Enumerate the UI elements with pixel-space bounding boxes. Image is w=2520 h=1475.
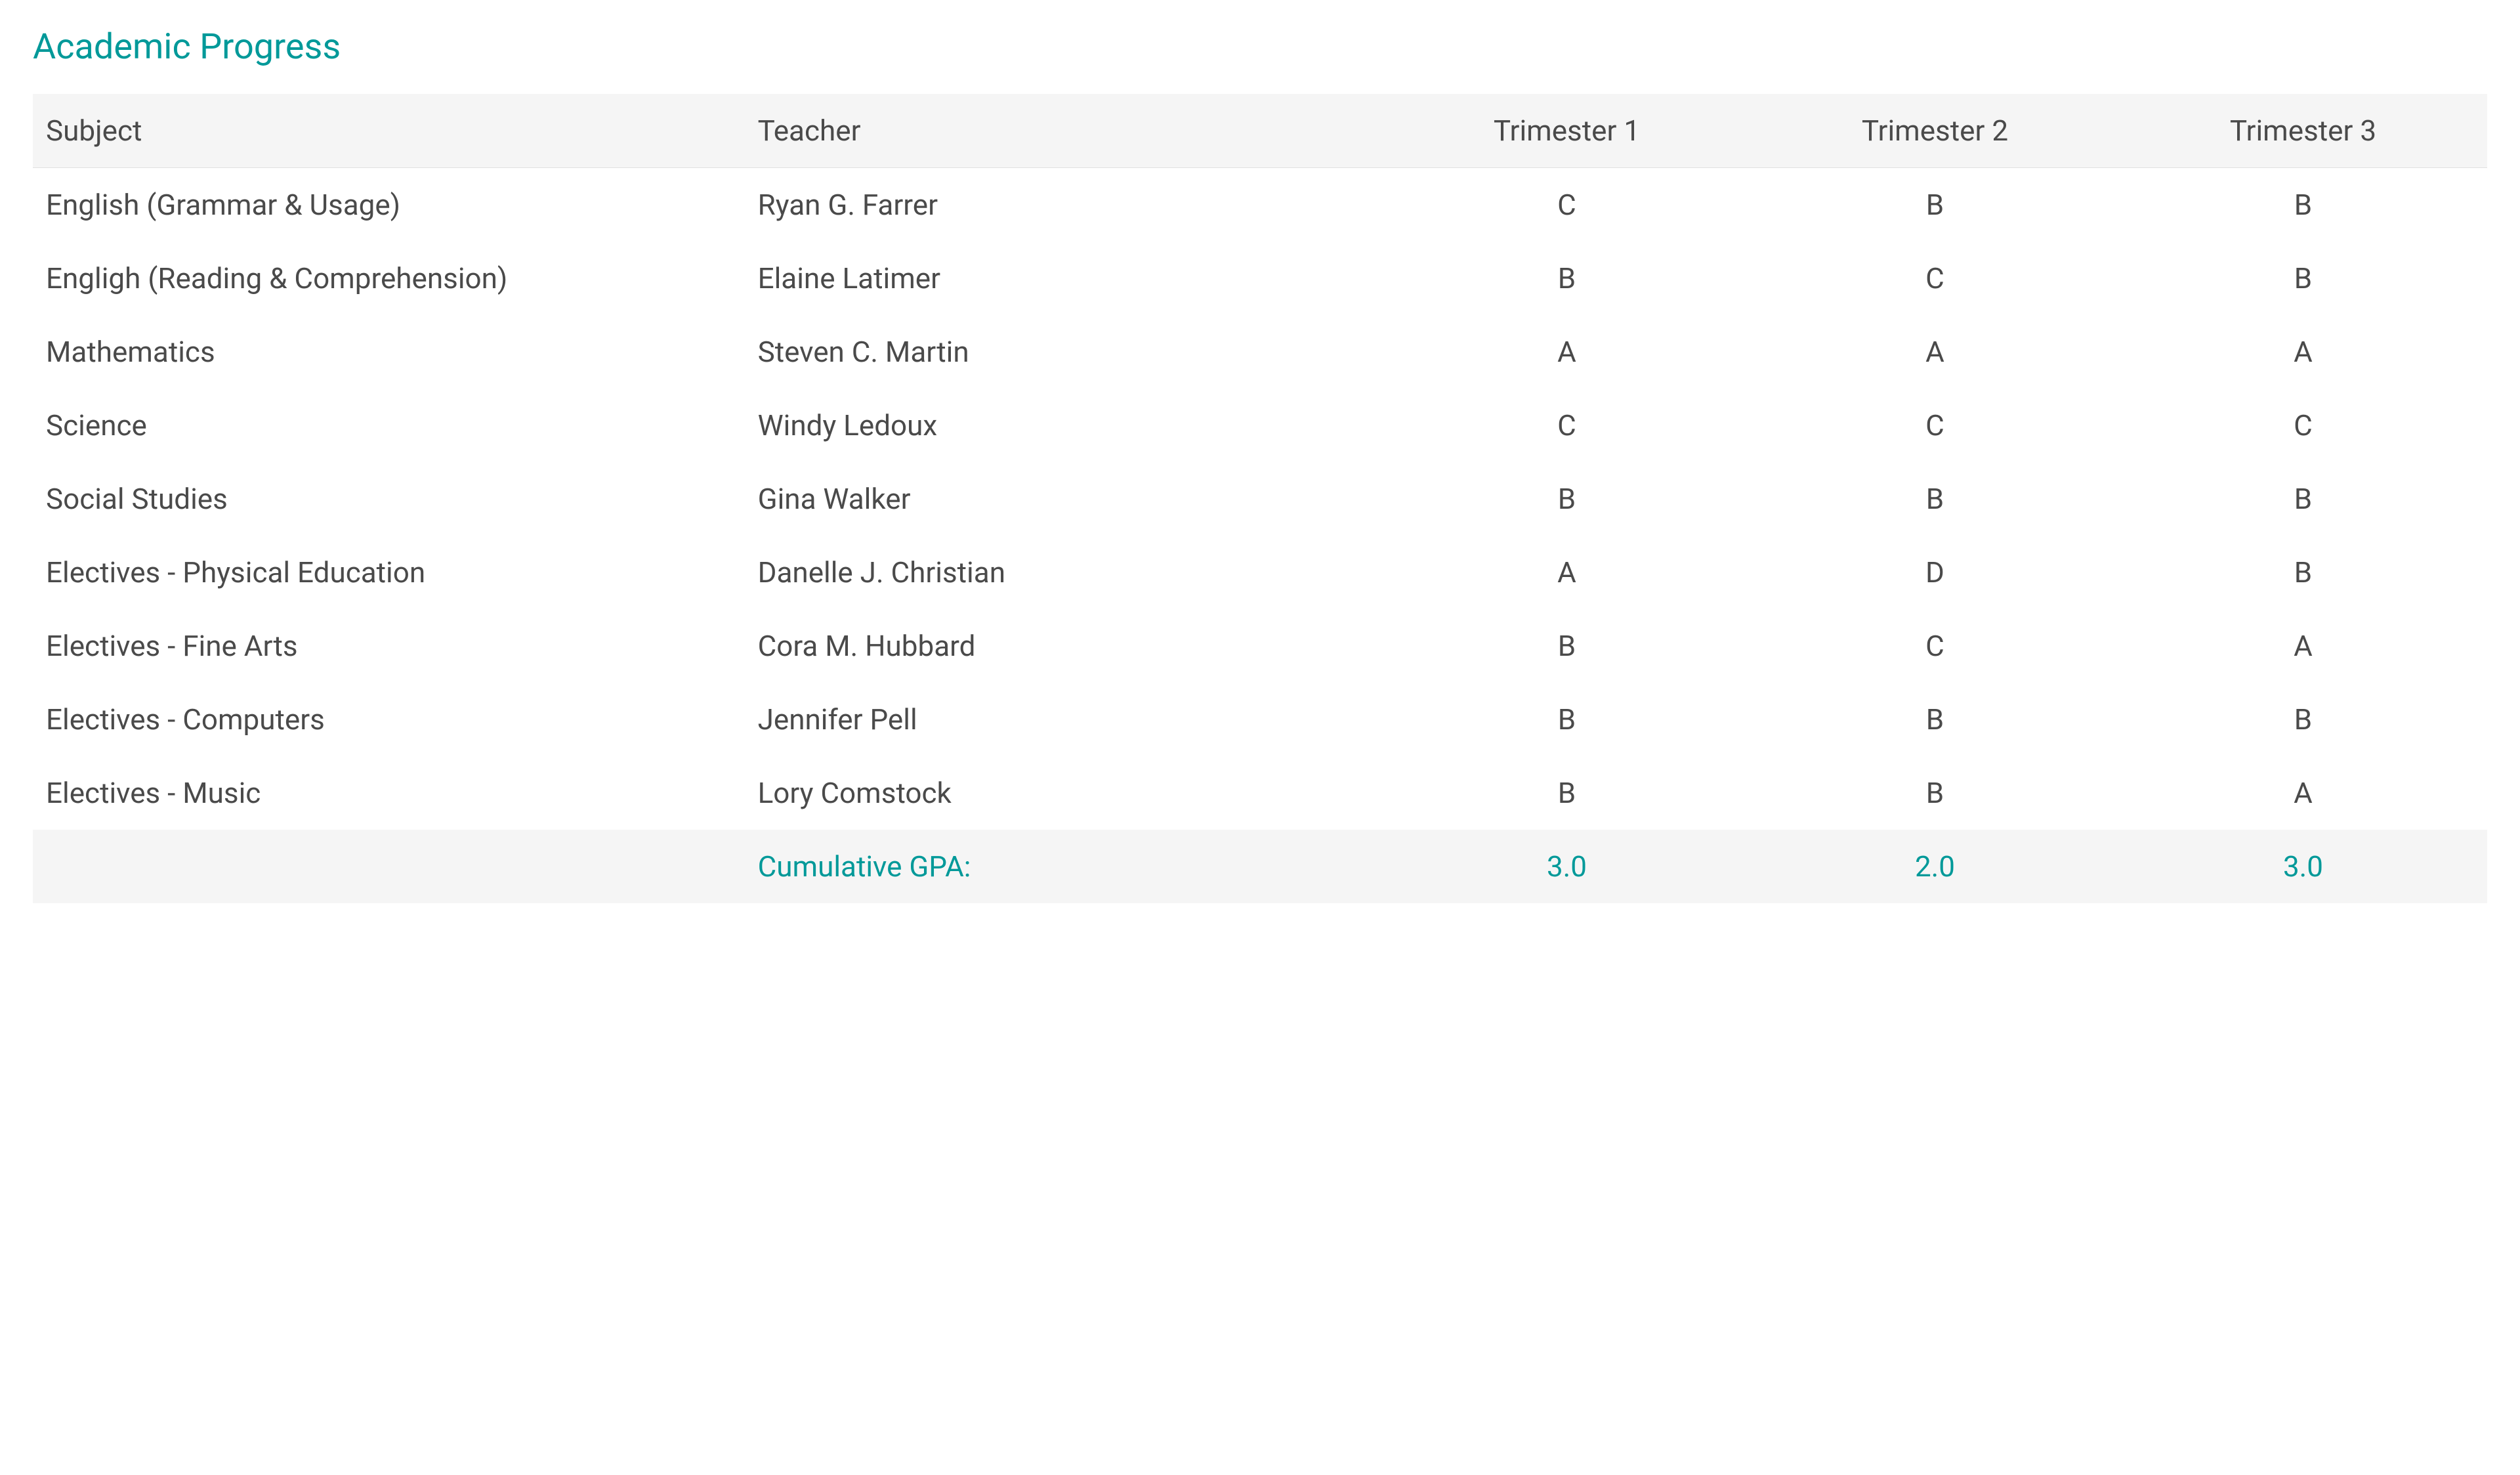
cell-t2: C	[1751, 242, 2119, 315]
table-row: Electives - Fine Arts Cora M. Hubbard B …	[33, 609, 2487, 683]
cell-t1: A	[1383, 536, 1751, 609]
footer-label: Cumulative GPA:	[745, 830, 1383, 903]
col-header-trimester-1: Trimester 1	[1383, 94, 1751, 168]
cell-t1: C	[1383, 389, 1751, 462]
cell-t3: B	[2119, 536, 2487, 609]
table-header-row: Subject Teacher Trimester 1 Trimester 2 …	[33, 94, 2487, 168]
footer-gpa-t3: 3.0	[2119, 830, 2487, 903]
cell-t3: B	[2119, 168, 2487, 242]
cell-subject: Science	[33, 389, 745, 462]
table-row: Electives - Computers Jennifer Pell B B …	[33, 683, 2487, 756]
table-row: Social Studies Gina Walker B B B	[33, 462, 2487, 536]
cell-subject: Engligh (Reading & Comprehension)	[33, 242, 745, 315]
cell-t2: C	[1751, 609, 2119, 683]
table-row: Engligh (Reading & Comprehension) Elaine…	[33, 242, 2487, 315]
cell-teacher: Ryan G. Farrer	[745, 168, 1383, 242]
cell-teacher: Lory Comstock	[745, 756, 1383, 830]
cell-t3: B	[2119, 242, 2487, 315]
cell-t3: B	[2119, 462, 2487, 536]
cell-t1: B	[1383, 462, 1751, 536]
cell-teacher: Windy Ledoux	[745, 389, 1383, 462]
cell-t3: A	[2119, 609, 2487, 683]
cell-t2: B	[1751, 462, 2119, 536]
col-header-teacher: Teacher	[745, 94, 1383, 168]
table-body: English (Grammar & Usage) Ryan G. Farrer…	[33, 168, 2487, 830]
cell-t2: A	[1751, 315, 2119, 389]
table-row: Science Windy Ledoux C C C	[33, 389, 2487, 462]
table-footer-row: Cumulative GPA: 3.0 2.0 3.0	[33, 830, 2487, 903]
col-header-trimester-2: Trimester 2	[1751, 94, 2119, 168]
cell-t3: A	[2119, 756, 2487, 830]
cell-t3: B	[2119, 683, 2487, 756]
cell-subject: Electives - Music	[33, 756, 745, 830]
cell-teacher: Gina Walker	[745, 462, 1383, 536]
footer-gpa-t1: 3.0	[1383, 830, 1751, 903]
cell-t3: A	[2119, 315, 2487, 389]
footer-blank	[33, 830, 745, 903]
cell-subject: English (Grammar & Usage)	[33, 168, 745, 242]
cell-t1: B	[1383, 683, 1751, 756]
cell-subject: Electives - Fine Arts	[33, 609, 745, 683]
academic-progress-table: Subject Teacher Trimester 1 Trimester 2 …	[33, 94, 2487, 903]
cell-teacher: Danelle J. Christian	[745, 536, 1383, 609]
cell-teacher: Cora M. Hubbard	[745, 609, 1383, 683]
table-row: Electives - Physical Education Danelle J…	[33, 536, 2487, 609]
cell-subject: Electives - Physical Education	[33, 536, 745, 609]
cell-t1: B	[1383, 242, 1751, 315]
cell-subject: Social Studies	[33, 462, 745, 536]
page-title: Academic Progress	[33, 26, 2487, 68]
cell-subject: Mathematics	[33, 315, 745, 389]
cell-t2: C	[1751, 389, 2119, 462]
cell-t1: B	[1383, 609, 1751, 683]
cell-t3: C	[2119, 389, 2487, 462]
cell-subject: Electives - Computers	[33, 683, 745, 756]
cell-t2: B	[1751, 683, 2119, 756]
table-row: Mathematics Steven C. Martin A A A	[33, 315, 2487, 389]
cell-t1: B	[1383, 756, 1751, 830]
footer-gpa-t2: 2.0	[1751, 830, 2119, 903]
cell-t2: B	[1751, 756, 2119, 830]
table-row: English (Grammar & Usage) Ryan G. Farrer…	[33, 168, 2487, 242]
col-header-trimester-3: Trimester 3	[2119, 94, 2487, 168]
cell-teacher: Steven C. Martin	[745, 315, 1383, 389]
cell-teacher: Elaine Latimer	[745, 242, 1383, 315]
table-row: Electives - Music Lory Comstock B B A	[33, 756, 2487, 830]
cell-teacher: Jennifer Pell	[745, 683, 1383, 756]
cell-t2: D	[1751, 536, 2119, 609]
cell-t2: B	[1751, 168, 2119, 242]
col-header-subject: Subject	[33, 94, 745, 168]
cell-t1: C	[1383, 168, 1751, 242]
cell-t1: A	[1383, 315, 1751, 389]
